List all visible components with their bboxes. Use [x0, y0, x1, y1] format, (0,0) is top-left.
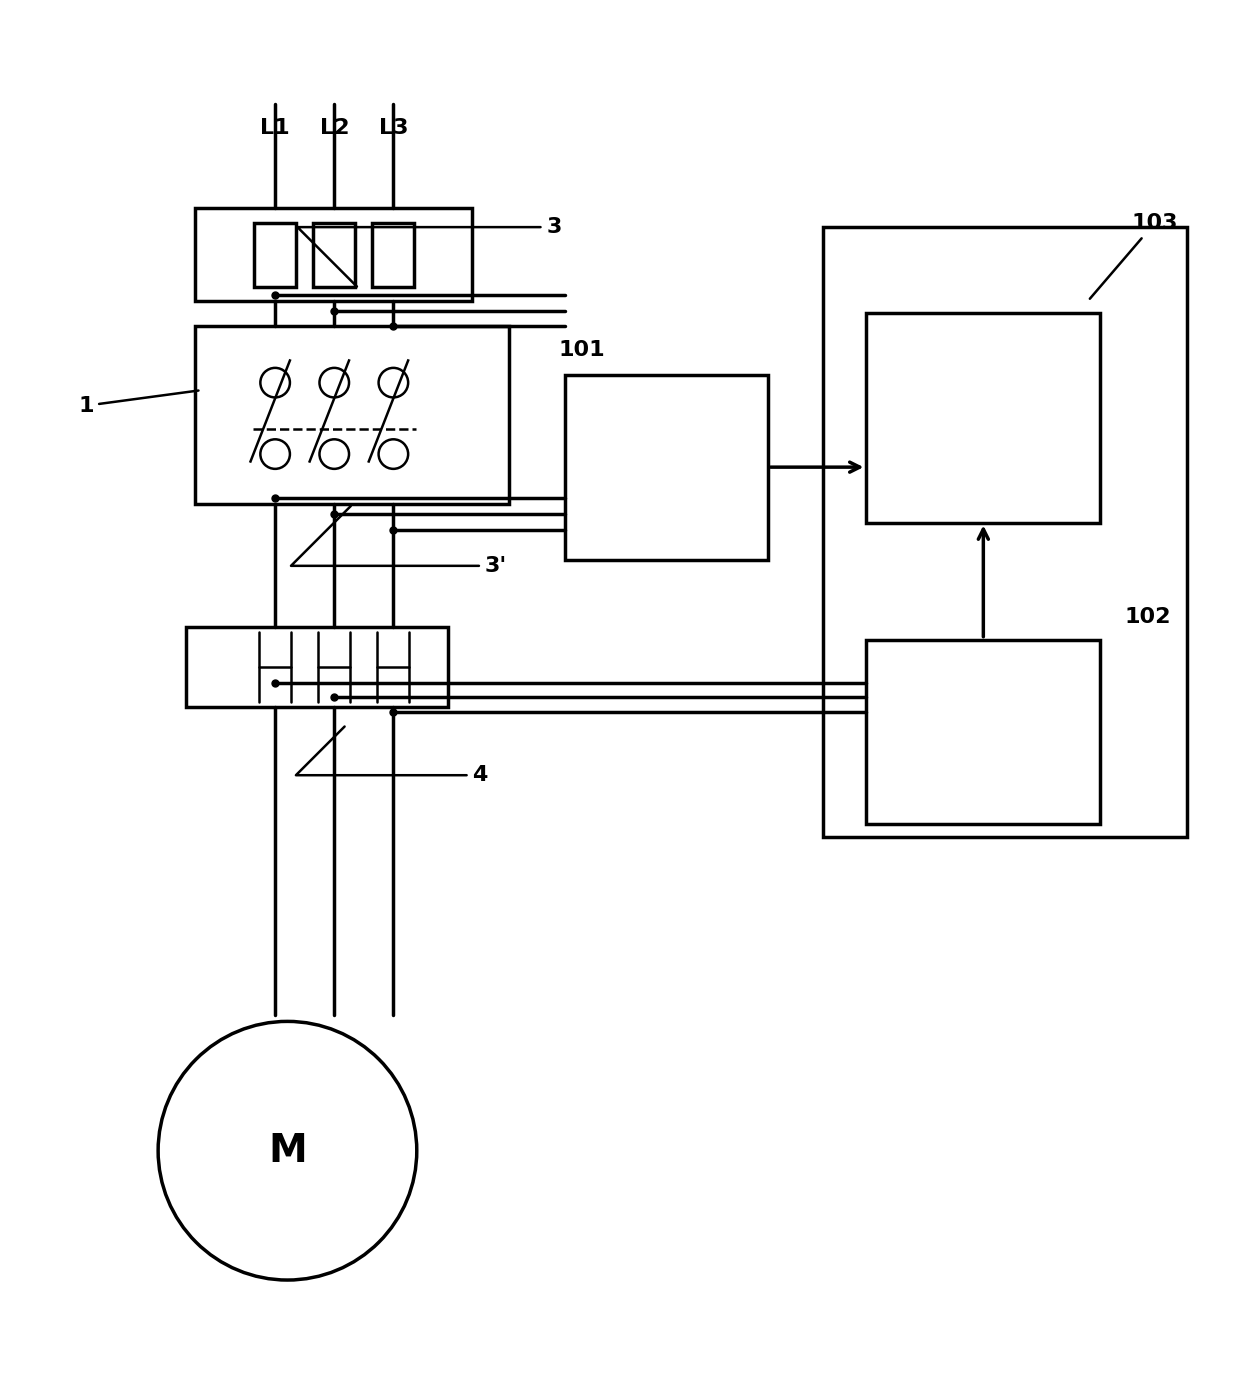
Bar	[254, 222, 296, 286]
Text: 4: 4	[296, 727, 487, 785]
Bar	[314, 222, 355, 286]
Text: 103: 103	[1090, 214, 1178, 299]
Text: L1: L1	[260, 118, 290, 138]
Text: L2: L2	[320, 118, 348, 138]
Bar	[372, 222, 414, 286]
Bar	[186, 627, 448, 708]
Text: 1: 1	[78, 391, 198, 416]
Bar	[564, 375, 768, 560]
Bar	[867, 639, 1100, 824]
Text: M: M	[268, 1131, 306, 1170]
Bar	[195, 325, 510, 505]
Text: 3': 3'	[291, 506, 507, 575]
Text: 101: 101	[558, 341, 605, 360]
Bar	[195, 208, 472, 300]
Text: 3: 3	[298, 217, 562, 286]
Bar	[823, 227, 1187, 837]
Text: 102: 102	[1125, 607, 1172, 627]
Bar	[867, 313, 1100, 523]
Text: L3: L3	[378, 118, 408, 138]
